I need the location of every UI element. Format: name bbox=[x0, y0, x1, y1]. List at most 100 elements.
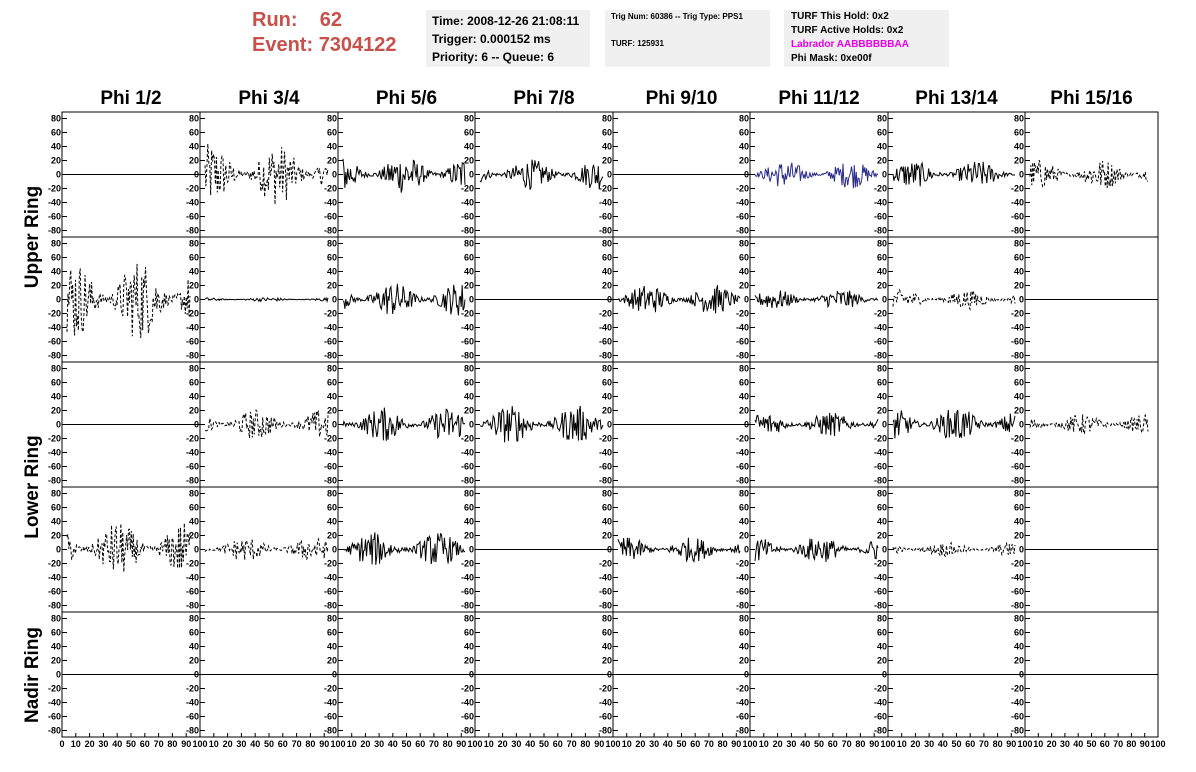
waveform-trace bbox=[754, 290, 879, 309]
y-tick-label: 40 bbox=[189, 392, 199, 402]
y-tick-label: 0 bbox=[469, 295, 474, 305]
y-tick-label: -20 bbox=[48, 309, 61, 319]
y-tick-label: 20 bbox=[51, 281, 61, 291]
y-tick-label: 40 bbox=[327, 517, 337, 527]
x-tick-label: 40 bbox=[938, 739, 948, 749]
y-tick-label: -20 bbox=[324, 559, 337, 569]
y-tick-label: 60 bbox=[1014, 628, 1024, 638]
y-tick-label: -20 bbox=[736, 184, 749, 194]
y-tick-label: 40 bbox=[877, 267, 887, 277]
y-tick-label: 0 bbox=[56, 170, 61, 180]
y-tick-label: -40 bbox=[324, 448, 337, 458]
y-tick-label: -80 bbox=[736, 351, 749, 361]
waveform-trace bbox=[479, 159, 604, 190]
y-tick-label: 80 bbox=[1014, 239, 1024, 249]
y-tick-label: -20 bbox=[324, 434, 337, 444]
y-tick-label: -20 bbox=[736, 434, 749, 444]
y-tick-label: 0 bbox=[882, 670, 887, 680]
y-tick-label: -80 bbox=[461, 726, 474, 736]
y-tick-label: -80 bbox=[324, 726, 337, 736]
y-tick-label: -60 bbox=[736, 712, 749, 722]
y-tick-label: -40 bbox=[461, 573, 474, 583]
y-tick-label: -40 bbox=[1011, 698, 1024, 708]
x-tick-label: 50 bbox=[951, 739, 961, 749]
x-tick-label: 20 bbox=[910, 739, 920, 749]
x-tick-label: 100 bbox=[1017, 739, 1032, 749]
y-tick-label: 80 bbox=[739, 614, 749, 624]
y-tick-label: 20 bbox=[189, 281, 199, 291]
y-tick-label: 0 bbox=[332, 170, 337, 180]
x-tick-label: 10 bbox=[622, 739, 632, 749]
waveform-trace bbox=[1029, 413, 1149, 435]
y-tick-label: -40 bbox=[461, 323, 474, 333]
y-tick-label: 40 bbox=[327, 642, 337, 652]
y-tick-label: 80 bbox=[51, 239, 61, 249]
y-tick-label: 80 bbox=[51, 114, 61, 124]
y-tick-label: -80 bbox=[874, 351, 887, 361]
y-tick-label: 80 bbox=[464, 364, 474, 374]
y-tick-label: 0 bbox=[882, 295, 887, 305]
y-tick-label: -20 bbox=[874, 309, 887, 319]
y-tick-label: 0 bbox=[607, 545, 612, 555]
y-tick-label: 0 bbox=[332, 670, 337, 680]
y-tick-label: -60 bbox=[736, 462, 749, 472]
column-header: Phi 1/2 bbox=[100, 88, 161, 109]
y-tick-label: 0 bbox=[56, 295, 61, 305]
y-tick-label: 80 bbox=[327, 364, 337, 374]
y-tick-label: 20 bbox=[877, 406, 887, 416]
pad-frame bbox=[337, 111, 476, 238]
y-tick-label: -40 bbox=[186, 323, 199, 333]
y-tick-label: 80 bbox=[877, 489, 887, 499]
y-tick-label: 40 bbox=[877, 517, 887, 527]
y-tick-label: 40 bbox=[327, 267, 337, 277]
y-tick-label: -20 bbox=[1011, 559, 1024, 569]
x-tick-label: 100 bbox=[467, 739, 482, 749]
y-tick-label: 60 bbox=[739, 128, 749, 138]
y-tick-label: 60 bbox=[189, 378, 199, 388]
y-tick-label: 40 bbox=[189, 267, 199, 277]
y-tick-label: 40 bbox=[877, 642, 887, 652]
y-tick-label: -40 bbox=[599, 698, 612, 708]
y-tick-label: 60 bbox=[739, 253, 749, 263]
x-tick-label: 10 bbox=[484, 739, 494, 749]
turf-text: TURF: 125931 bbox=[611, 39, 664, 48]
y-tick-label: 40 bbox=[739, 517, 749, 527]
y-tick-label: -40 bbox=[186, 573, 199, 583]
y-tick-label: 60 bbox=[602, 128, 612, 138]
run-value: 62 bbox=[319, 9, 343, 31]
y-tick-label: -60 bbox=[186, 212, 199, 222]
y-tick-label: -60 bbox=[461, 462, 474, 472]
y-tick-label: 40 bbox=[464, 267, 474, 277]
y-tick-label: 0 bbox=[194, 545, 199, 555]
y-tick-label: -80 bbox=[1011, 601, 1024, 611]
y-tick-label: -40 bbox=[599, 323, 612, 333]
y-tick-label: 80 bbox=[1014, 489, 1024, 499]
y-tick-label: -80 bbox=[599, 351, 612, 361]
y-tick-label: 0 bbox=[1019, 170, 1024, 180]
x-tick-label: 100 bbox=[192, 739, 207, 749]
y-tick-label: 40 bbox=[602, 517, 612, 527]
labrador-text: Labrador AABBBBBBAA bbox=[791, 39, 909, 50]
y-tick-label: -80 bbox=[186, 476, 199, 486]
x-tick-label: 90 bbox=[319, 739, 329, 749]
y-tick-label: 60 bbox=[189, 128, 199, 138]
y-tick-label: -60 bbox=[324, 212, 337, 222]
y-tick-label: 20 bbox=[1014, 156, 1024, 166]
y-tick-label: 80 bbox=[1014, 364, 1024, 374]
y-tick-label: 40 bbox=[602, 267, 612, 277]
x-tick-label: 40 bbox=[800, 739, 810, 749]
x-tick-label: 50 bbox=[539, 739, 549, 749]
y-tick-label: 0 bbox=[882, 545, 887, 555]
y-tick-label: 80 bbox=[602, 364, 612, 374]
y-tick-label: -20 bbox=[186, 684, 199, 694]
x-tick-label: 60 bbox=[1100, 739, 1110, 749]
y-tick-label: -40 bbox=[1011, 573, 1024, 583]
y-tick-label: -20 bbox=[1011, 684, 1024, 694]
waveform-trace bbox=[342, 283, 466, 316]
y-tick-label: 40 bbox=[51, 392, 61, 402]
y-tick-label: 0 bbox=[469, 545, 474, 555]
y-tick-label: 60 bbox=[327, 628, 337, 638]
y-tick-label: 80 bbox=[602, 239, 612, 249]
y-tick-label: 40 bbox=[189, 642, 199, 652]
y-tick-label: 60 bbox=[602, 378, 612, 388]
